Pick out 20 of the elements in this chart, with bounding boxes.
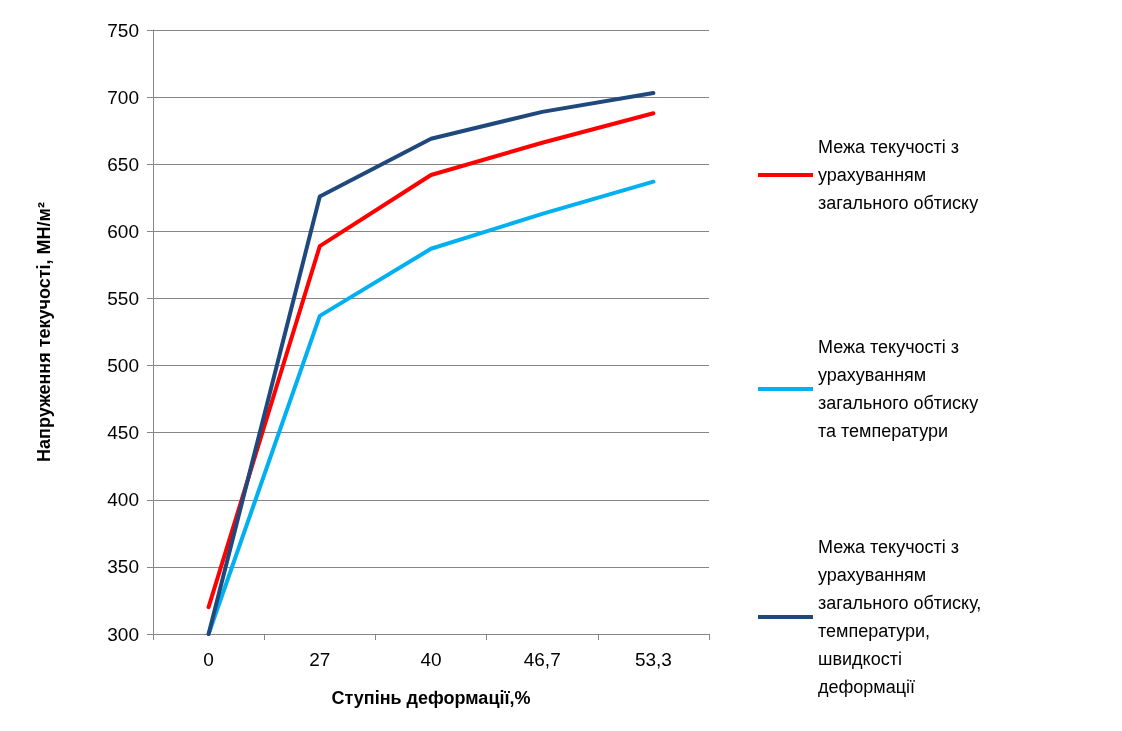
y-tick-label: 700 bbox=[107, 86, 139, 108]
x-tick-label: 40 bbox=[420, 649, 442, 670]
legend-label: Межа текучості з урахуванням загального обтиску та температури bbox=[818, 337, 984, 441]
y-tick-label: 750 bbox=[107, 19, 139, 41]
y-tick-label: 300 bbox=[107, 623, 139, 645]
x-tick-label: 46,7 bbox=[523, 649, 561, 670]
y-tick-label: 550 bbox=[107, 287, 139, 309]
y-tick-label: 500 bbox=[107, 355, 139, 377]
x-tick-label: 27 bbox=[309, 649, 331, 670]
y-tick-label: 600 bbox=[107, 220, 139, 242]
legend-label: Межа текучості з урахуванням загального обтиску, температури, швидкості деформації bbox=[818, 537, 987, 697]
y-tick-label: 400 bbox=[107, 489, 139, 511]
legend-label: Межа текучості з урахуванням загального обтиску bbox=[818, 137, 979, 213]
x-tick-label: 0 bbox=[203, 649, 214, 670]
y-tick-label: 350 bbox=[107, 556, 139, 578]
y-tick-label: 650 bbox=[107, 153, 139, 175]
y-tick-label: 450 bbox=[107, 422, 139, 444]
x-tick-label: 53,3 bbox=[634, 649, 672, 670]
y-axis-title: Напруження текучості, МН/м² bbox=[34, 202, 54, 462]
x-axis-title: Ступінь деформації,% bbox=[331, 688, 531, 708]
